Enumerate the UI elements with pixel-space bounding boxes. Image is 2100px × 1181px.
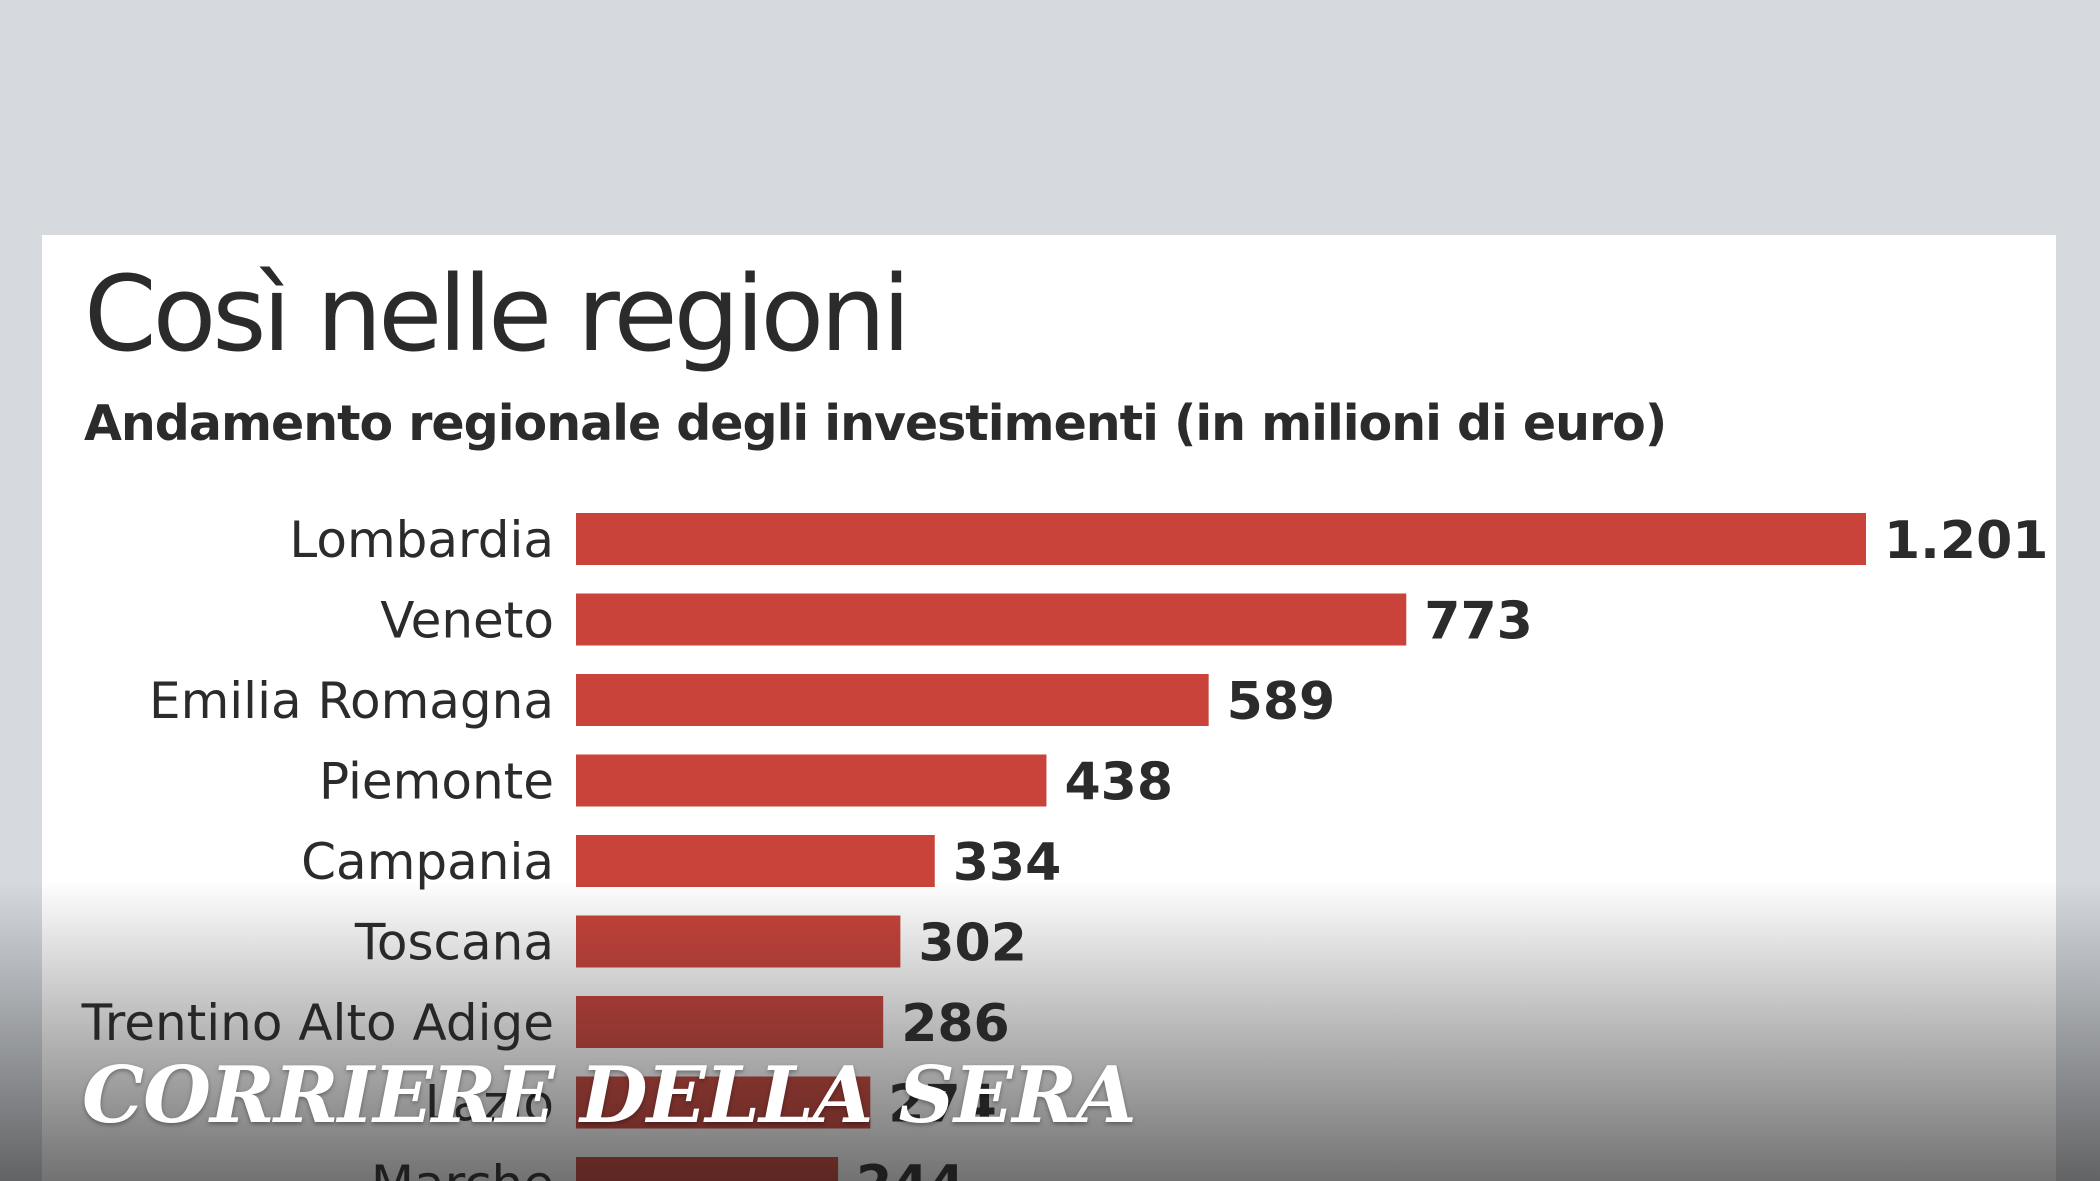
bar — [576, 674, 1209, 726]
value-label: 773 — [1424, 592, 1533, 652]
value-label: 589 — [1227, 672, 1336, 732]
value-label: 1.201 — [1884, 511, 2048, 571]
category-label: Emilia Romagna — [149, 672, 554, 730]
category-label: Piemonte — [319, 753, 554, 811]
category-label: Veneto — [380, 592, 554, 650]
bar — [576, 513, 1866, 565]
value-label: 438 — [1064, 753, 1173, 813]
category-label: Lombardia — [289, 511, 554, 569]
bar — [576, 593, 1407, 646]
corriere-della-sera-logo: CORRIERE DELLA SERA — [82, 1050, 1137, 1141]
bar — [576, 754, 1047, 807]
top-background — [0, 0, 2100, 205]
chart-title: Così nelle regioni — [84, 253, 911, 375]
bar — [576, 835, 935, 887]
chart-subtitle: Andamento regionale degli investimenti (… — [84, 395, 1667, 452]
bottom-shade-overlay — [0, 880, 2100, 1181]
